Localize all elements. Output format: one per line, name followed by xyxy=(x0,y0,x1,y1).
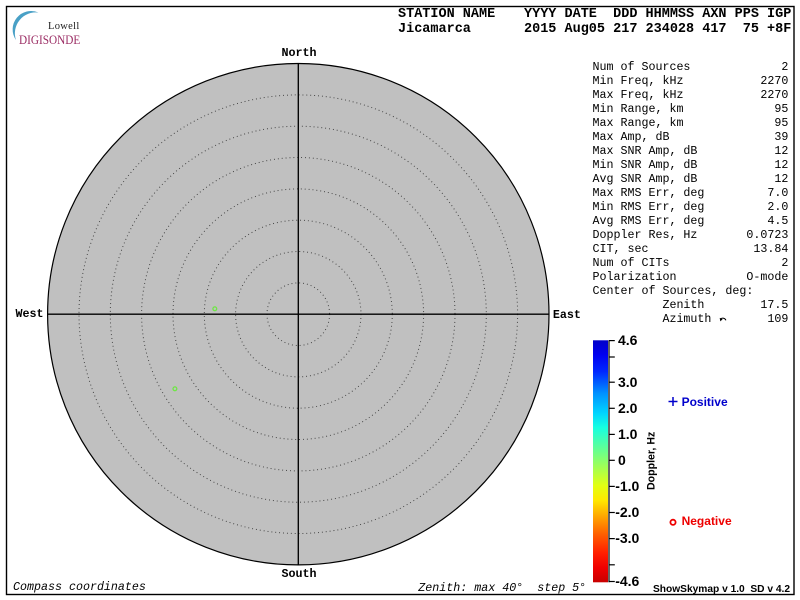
svg-text:Doppler, Hz: Doppler, Hz xyxy=(646,432,658,490)
